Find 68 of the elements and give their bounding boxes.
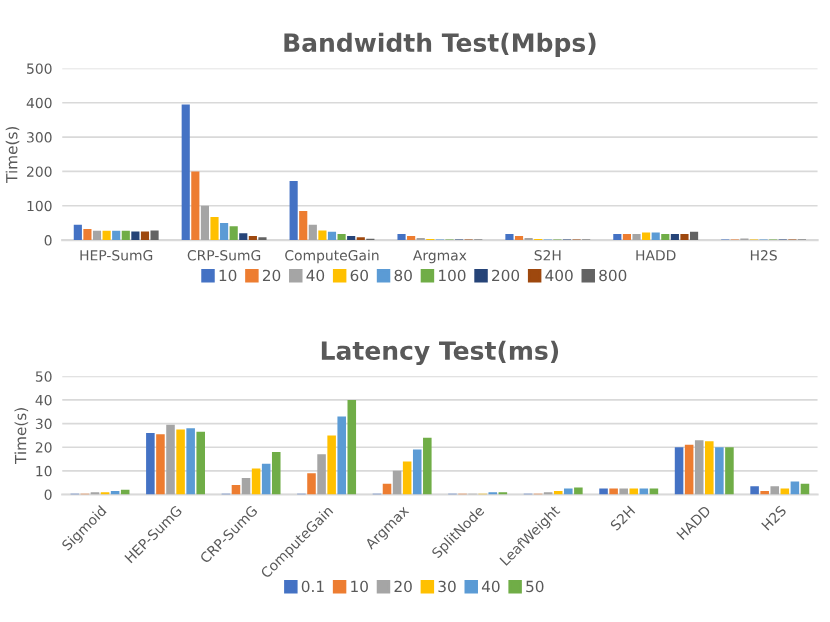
bar [156, 434, 165, 495]
bar [694, 440, 704, 495]
bar [239, 233, 248, 241]
bar [632, 233, 641, 241]
bar [92, 230, 102, 241]
bar [505, 233, 514, 241]
bar [146, 433, 155, 495]
bar [308, 224, 317, 241]
bar [750, 486, 759, 495]
chart-title: Bandwidth Test(Mbps) [284, 32, 596, 57]
bar [229, 226, 238, 241]
bar [318, 230, 327, 241]
bar [196, 431, 205, 495]
bar [73, 224, 82, 241]
bar [689, 231, 699, 241]
bar [337, 233, 346, 241]
bar [299, 210, 308, 241]
bar [131, 231, 140, 241]
bar [347, 235, 356, 241]
bar [574, 487, 583, 495]
bar [770, 486, 780, 495]
bar [102, 230, 111, 241]
bar [670, 233, 679, 241]
bar [392, 470, 402, 495]
bar [220, 222, 229, 241]
bar [661, 233, 670, 241]
bar [680, 233, 689, 241]
bar [200, 205, 209, 241]
bar [337, 416, 346, 495]
bar [121, 230, 130, 241]
bar [112, 230, 121, 241]
bar [790, 481, 800, 495]
bar [684, 444, 694, 495]
chart-title: Latency Test(ms) [321, 340, 559, 366]
bar [289, 181, 298, 241]
bar [327, 231, 337, 241]
bar [210, 217, 219, 241]
bar [402, 461, 412, 495]
bar [191, 171, 200, 241]
bar [140, 231, 150, 241]
bar [423, 437, 432, 495]
bar [176, 429, 185, 495]
bar [181, 104, 190, 241]
bar [186, 428, 195, 495]
bar [251, 468, 261, 495]
bar [271, 451, 281, 495]
bar [317, 454, 326, 495]
bar [622, 233, 631, 241]
bar [397, 233, 406, 241]
bar [705, 441, 714, 495]
bar [347, 399, 357, 495]
bar [407, 235, 416, 241]
bar [248, 235, 257, 241]
bar [725, 447, 734, 495]
bar [642, 232, 651, 241]
bar [166, 424, 175, 495]
bar [241, 477, 251, 495]
bar [613, 233, 622, 241]
bar [307, 473, 316, 495]
bar [327, 435, 336, 495]
bar [674, 447, 684, 495]
bar [715, 447, 724, 495]
bar [651, 232, 660, 241]
bar [514, 235, 524, 241]
bar [412, 449, 422, 495]
bar [150, 230, 159, 241]
bar [261, 463, 271, 495]
bar [83, 229, 92, 241]
